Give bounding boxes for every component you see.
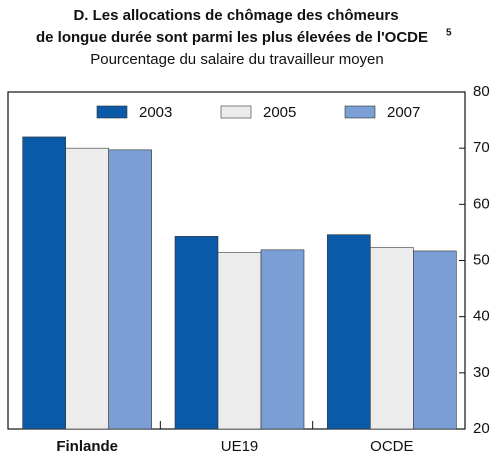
bar	[217, 252, 262, 430]
bar	[22, 136, 66, 430]
legend-label: 2007	[387, 104, 420, 121]
x-tick-label: UE19	[221, 438, 259, 455]
chart-subtitle: Pourcentage du salaire du travailleur mo…	[90, 51, 384, 68]
legend-swatch	[220, 105, 252, 119]
chart-title: de longue durée sont parmi les plus élev…	[36, 29, 428, 46]
bar	[65, 147, 109, 430]
legend-swatch	[96, 105, 128, 119]
bar	[174, 236, 219, 430]
y-tick-label: 80	[473, 83, 490, 100]
y-tick-label: 30	[473, 364, 490, 381]
x-tick-label: OCDE	[370, 438, 413, 455]
chart-title: D. Les allocations de chômage des chômeu…	[73, 7, 398, 24]
y-tick-label: 40	[473, 308, 490, 325]
legend-label: 2003	[139, 104, 172, 121]
legend-swatch	[344, 105, 376, 119]
bar	[108, 149, 152, 430]
bar	[413, 250, 457, 430]
bar	[260, 249, 305, 430]
y-tick-label: 50	[473, 251, 490, 268]
x-tick-label: Finlande	[56, 438, 118, 455]
bar	[370, 247, 414, 430]
y-tick-label: 60	[473, 195, 490, 212]
footnote-marker: 5	[446, 28, 452, 39]
y-tick-label: 70	[473, 139, 490, 156]
y-tick-label: 20	[473, 420, 490, 437]
bar	[327, 234, 371, 430]
legend-label: 2005	[263, 104, 296, 121]
